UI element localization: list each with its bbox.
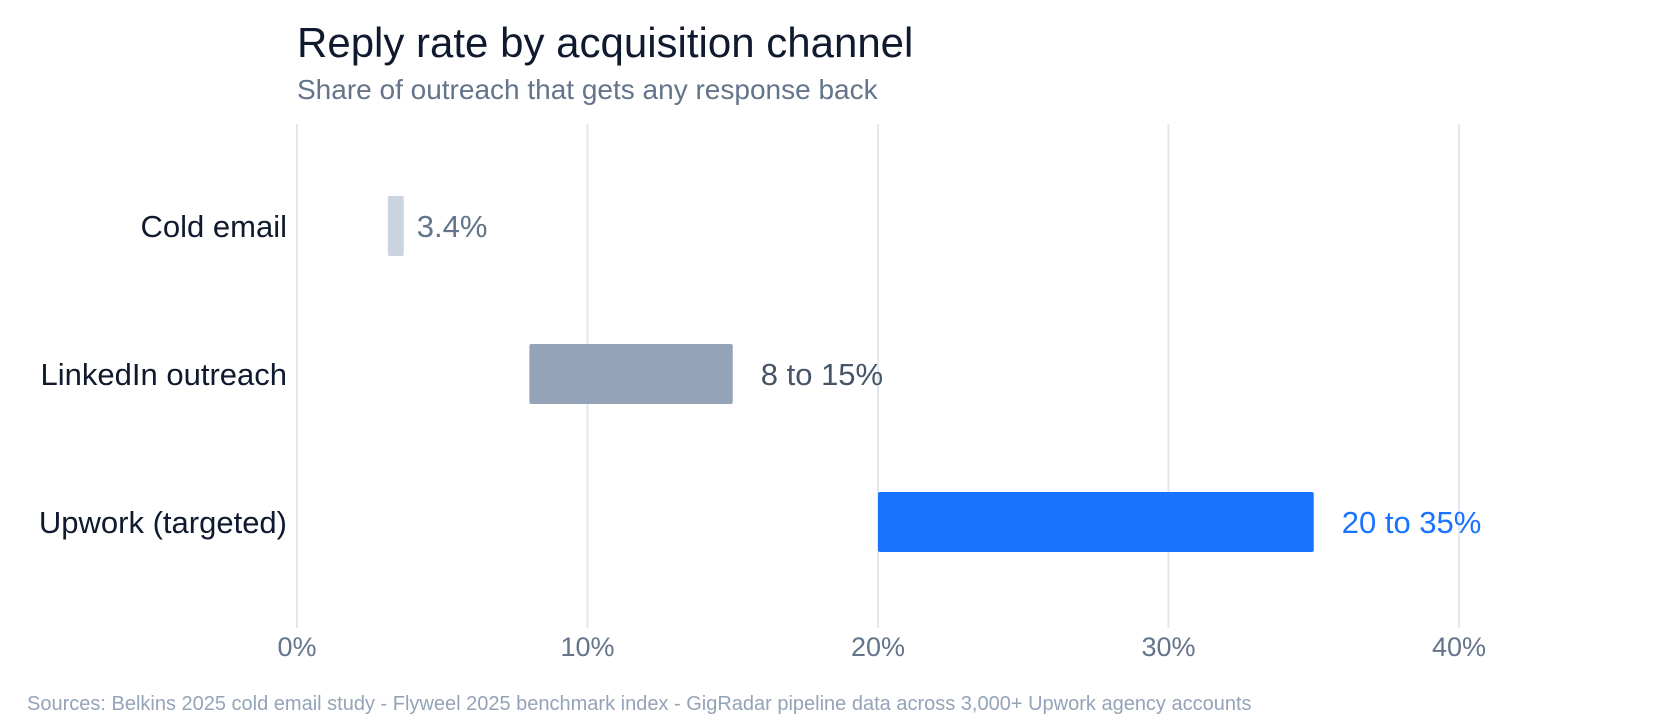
x-tick-label: 40% — [1432, 632, 1486, 662]
bar — [529, 344, 733, 404]
chart-subtitle: Share of outreach that gets any response… — [297, 74, 879, 105]
bar — [387, 196, 404, 256]
chart-title: Reply rate by acquisition channel — [297, 19, 913, 66]
category-label: LinkedIn outreach — [41, 357, 287, 392]
category-label: Cold email — [141, 209, 287, 244]
value-label: 3.4% — [417, 209, 488, 244]
x-axis-ticks: 0% 10% 20% 30% 40% — [277, 632, 1486, 662]
source-note: Sources: Belkins 2025 cold email study -… — [27, 693, 1252, 715]
bar — [878, 492, 1314, 552]
x-tick-label: 30% — [1141, 632, 1195, 662]
x-tick-label: 20% — [851, 632, 905, 662]
x-tick-label: 0% — [277, 632, 316, 662]
value-label: 8 to 15% — [761, 357, 883, 392]
bars — [387, 196, 1314, 552]
category-label: Upwork (targeted) — [39, 505, 287, 540]
value-label: 20 to 35% — [1342, 505, 1482, 540]
labels: Cold email 3.4% LinkedIn outreach 8 to 15% U… — [39, 209, 1481, 540]
x-tick-label: 10% — [560, 632, 614, 662]
